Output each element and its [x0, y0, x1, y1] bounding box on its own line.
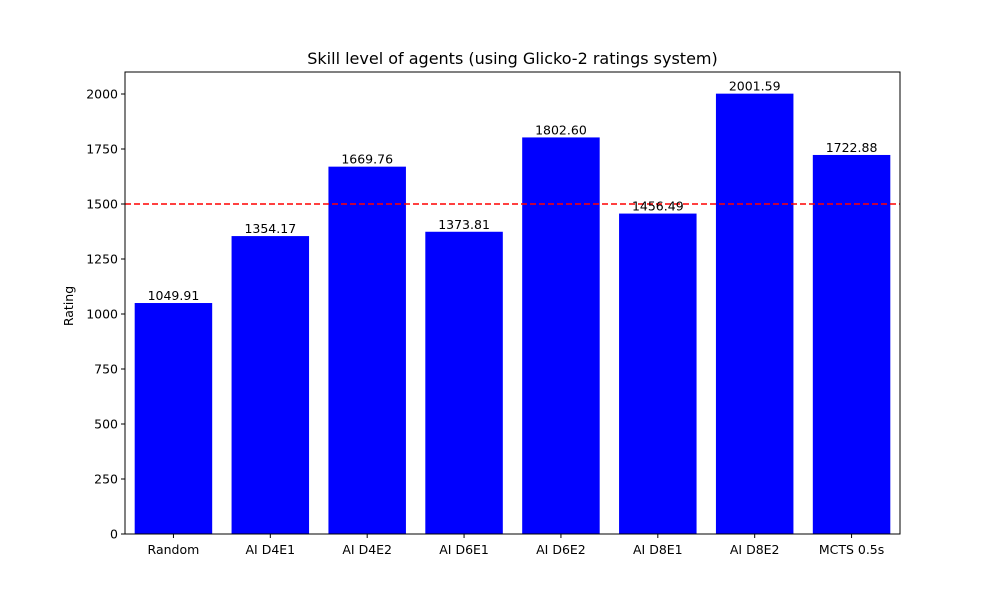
- x-tick-label: MCTS 0.5s: [819, 542, 884, 557]
- bar-value-label: 1354.17: [244, 221, 296, 236]
- y-tick-label: 1500: [86, 197, 118, 212]
- x-tick-label: AI D6E1: [439, 542, 489, 557]
- y-tick-label: 2000: [86, 87, 118, 102]
- bar: [812, 154, 891, 534]
- bar: [619, 213, 697, 534]
- bar-value-label: 1802.60: [535, 122, 587, 137]
- bar: [134, 303, 213, 534]
- y-tick-label: 500: [94, 417, 118, 432]
- y-tick-label: 1250: [86, 252, 118, 267]
- y-tick-label: 1750: [86, 142, 118, 157]
- y-tick-label: 250: [94, 472, 118, 487]
- bar: [328, 166, 406, 534]
- bar: [231, 236, 310, 535]
- bar: [425, 231, 503, 535]
- chart-title: Skill level of agents (using Glicko-2 ra…: [307, 49, 717, 68]
- x-tick-label: AI D6E2: [536, 542, 586, 557]
- x-tick-label: Random: [148, 542, 200, 557]
- y-axis-label: Rating: [61, 286, 76, 326]
- axes-frame: [124, 71, 901, 535]
- y-tick-label: 1000: [86, 307, 118, 322]
- bar: [715, 93, 794, 534]
- y-tick-label: 750: [94, 362, 118, 377]
- plot-area: 1049.91 1354.17 1669.76 1373.81 1802.60 1456.…: [86, 71, 901, 557]
- bar-value-label: 2001.59: [729, 79, 781, 94]
- bar-value-label: 1669.76: [341, 152, 393, 167]
- bar-value-label: 1456.49: [632, 199, 684, 214]
- bar-value-label: 1049.91: [148, 288, 200, 303]
- bar-value-label: 1373.81: [438, 217, 490, 232]
- bar-value-label: 1722.88: [826, 140, 878, 155]
- x-tick-label: AI D8E1: [633, 542, 683, 557]
- x-tick-label: AI D4E2: [342, 542, 392, 557]
- x-tick-label: AI D4E1: [245, 542, 295, 557]
- bar: [522, 137, 600, 535]
- y-tick-label: 0: [110, 527, 118, 542]
- x-tick-label: AI D8E2: [730, 542, 780, 557]
